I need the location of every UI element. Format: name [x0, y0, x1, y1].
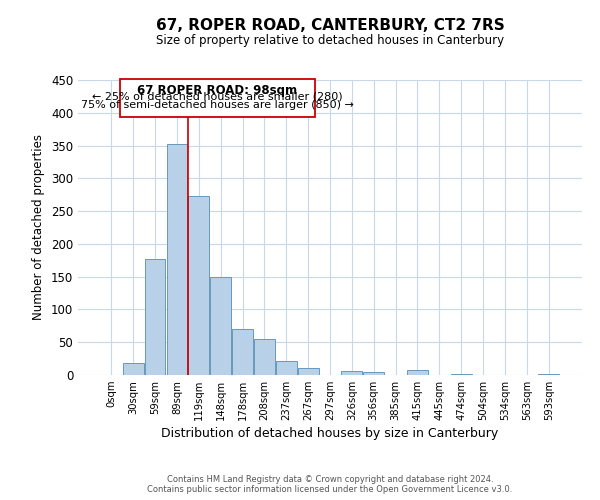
- Bar: [232, 329, 253, 375]
- Bar: [167, 144, 187, 375]
- Bar: [276, 360, 296, 375]
- Bar: [210, 278, 231, 375]
- Bar: [120, 78, 314, 118]
- Bar: [364, 372, 384, 375]
- Text: Size of property relative to detached houses in Canterbury: Size of property relative to detached ho…: [156, 34, 504, 47]
- Bar: [123, 363, 143, 375]
- Bar: [341, 371, 362, 375]
- Text: ← 25% of detached houses are smaller (280): ← 25% of detached houses are smaller (28…: [92, 92, 343, 102]
- Bar: [298, 368, 319, 375]
- X-axis label: Distribution of detached houses by size in Canterbury: Distribution of detached houses by size …: [161, 427, 499, 440]
- Bar: [407, 370, 428, 375]
- Bar: [538, 374, 559, 375]
- Bar: [254, 339, 275, 375]
- Text: Contains HM Land Registry data © Crown copyright and database right 2024.: Contains HM Land Registry data © Crown c…: [167, 475, 493, 484]
- Text: 75% of semi-detached houses are larger (850) →: 75% of semi-detached houses are larger (…: [81, 100, 354, 110]
- Text: Contains public sector information licensed under the Open Government Licence v3: Contains public sector information licen…: [148, 485, 512, 494]
- Text: 67 ROPER ROAD: 98sqm: 67 ROPER ROAD: 98sqm: [137, 84, 298, 97]
- Bar: [188, 196, 209, 375]
- Text: 67, ROPER ROAD, CANTERBURY, CT2 7RS: 67, ROPER ROAD, CANTERBURY, CT2 7RS: [155, 18, 505, 32]
- Bar: [145, 259, 166, 375]
- Bar: [451, 374, 472, 375]
- Y-axis label: Number of detached properties: Number of detached properties: [32, 134, 46, 320]
